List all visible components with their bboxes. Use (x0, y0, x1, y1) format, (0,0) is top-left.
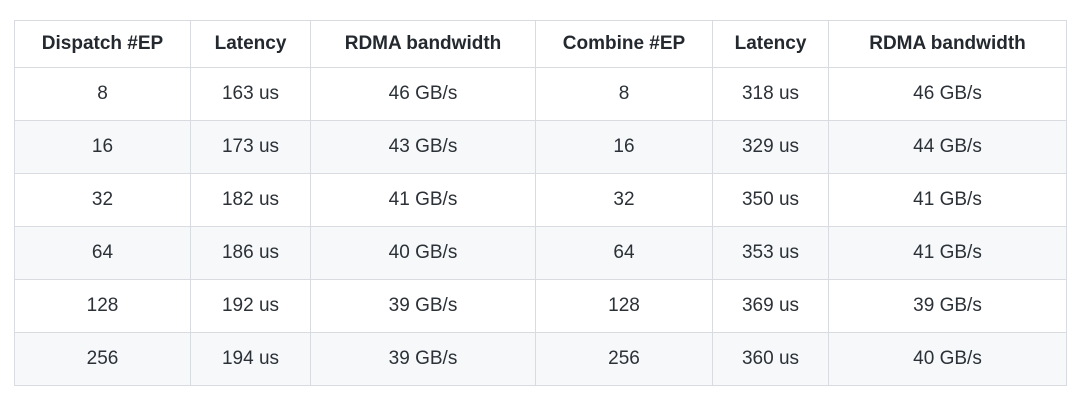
column-header-combine-latency: Latency (712, 20, 829, 68)
table-cell: 173 us (190, 120, 311, 174)
table-cell: 39 GB/s (310, 332, 536, 386)
table-row: 16 173 us 43 GB/s 16 329 us 44 GB/s (14, 120, 1067, 174)
table-cell: 41 GB/s (828, 173, 1067, 227)
table-row: 32 182 us 41 GB/s 32 350 us 41 GB/s (14, 173, 1067, 227)
table-cell: 163 us (190, 67, 311, 121)
table-cell: 8 (535, 67, 713, 121)
table-cell: 186 us (190, 226, 311, 280)
column-header-combine-bandwidth: RDMA bandwidth (828, 20, 1067, 68)
table-cell: 40 GB/s (828, 332, 1067, 386)
table-cell: 369 us (712, 279, 829, 333)
table-cell: 64 (535, 226, 713, 280)
table-cell: 360 us (712, 332, 829, 386)
table-cell: 182 us (190, 173, 311, 227)
table-cell: 318 us (712, 67, 829, 121)
table-cell: 192 us (190, 279, 311, 333)
table-cell: 32 (535, 173, 713, 227)
table-cell: 64 (14, 226, 191, 280)
table-cell: 194 us (190, 332, 311, 386)
table-cell: 41 GB/s (310, 173, 536, 227)
table-cell: 40 GB/s (310, 226, 536, 280)
table-cell: 43 GB/s (310, 120, 536, 174)
table-cell: 39 GB/s (828, 279, 1067, 333)
table-body: 8 163 us 46 GB/s 8 318 us 46 GB/s 16 173 us 43 G… (14, 67, 1067, 386)
table-cell: 8 (14, 67, 191, 121)
table-cell: 329 us (712, 120, 829, 174)
table-cell: 39 GB/s (310, 279, 536, 333)
column-header-dispatch-latency: Latency (190, 20, 311, 68)
table-cell: 16 (535, 120, 713, 174)
table-cell: 256 (535, 332, 713, 386)
table-cell: 16 (14, 120, 191, 174)
table-cell: 46 GB/s (310, 67, 536, 121)
table-cell: 46 GB/s (828, 67, 1067, 121)
table-row: 8 163 us 46 GB/s 8 318 us 46 GB/s (14, 67, 1067, 121)
ep-benchmark-table: Dispatch #EP Latency RDMA bandwidth Comb… (14, 20, 1067, 386)
table-cell: 350 us (712, 173, 829, 227)
table-header: Dispatch #EP Latency RDMA bandwidth Comb… (14, 20, 1067, 68)
table-cell: 128 (535, 279, 713, 333)
table-row: 128 192 us 39 GB/s 128 369 us 39 GB/s (14, 279, 1067, 333)
table-cell: 256 (14, 332, 191, 386)
column-header-dispatch-ep: Dispatch #EP (14, 20, 191, 68)
table-cell: 353 us (712, 226, 829, 280)
table-header-row: Dispatch #EP Latency RDMA bandwidth Comb… (14, 20, 1067, 68)
page-background: Dispatch #EP Latency RDMA bandwidth Comb… (0, 20, 1080, 403)
table-row: 64 186 us 40 GB/s 64 353 us 41 GB/s (14, 226, 1067, 280)
table-cell: 44 GB/s (828, 120, 1067, 174)
table-cell: 32 (14, 173, 191, 227)
table-cell: 128 (14, 279, 191, 333)
table-row: 256 194 us 39 GB/s 256 360 us 40 GB/s (14, 332, 1067, 386)
table-cell: 41 GB/s (828, 226, 1067, 280)
column-header-dispatch-bandwidth: RDMA bandwidth (310, 20, 536, 68)
column-header-combine-ep: Combine #EP (535, 20, 713, 68)
